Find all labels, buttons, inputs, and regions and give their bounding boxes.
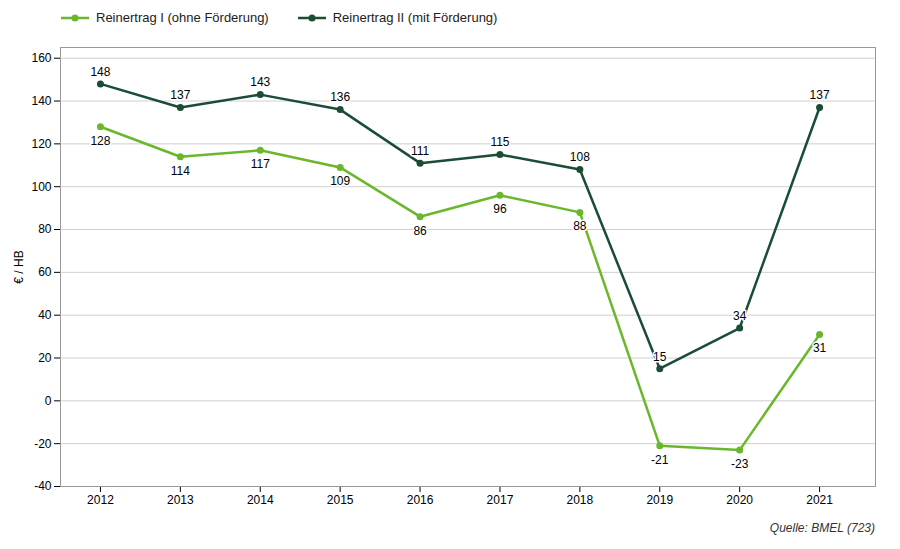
svg-text:-21: -21	[651, 453, 669, 467]
svg-text:2018: 2018	[567, 493, 594, 507]
html-text:Reinertrag II (mit Förderung): Reinertrag II (mit Förderung)	[332, 10, 498, 25]
svg-text:111: 111	[411, 144, 430, 158]
html-text:Quelle: BMEL (723): Quelle: BMEL (723)	[769, 521, 875, 535]
svg-text:-20: -20	[34, 437, 52, 451]
svg-text:117: 117	[251, 157, 270, 171]
svg-text:2012: 2012	[87, 493, 114, 507]
svg-text:148: 148	[90, 65, 110, 79]
svg-text:140: 140	[31, 94, 51, 108]
svg-text:128: 128	[90, 134, 110, 148]
svg-text:137: 137	[810, 88, 830, 102]
svg-text:143: 143	[250, 75, 270, 89]
svg-text:2019: 2019	[646, 493, 673, 507]
svg-text:20: 20	[38, 351, 52, 365]
svg-text:109: 109	[330, 174, 350, 188]
svg-text:15: 15	[653, 350, 667, 364]
svg-text:2013: 2013	[167, 493, 194, 507]
svg-text:60: 60	[38, 265, 52, 279]
svg-text:40: 40	[38, 308, 52, 322]
svg-text:€ / HB: € / HB	[12, 250, 26, 283]
svg-text:2021: 2021	[806, 493, 833, 507]
svg-text:160: 160	[31, 51, 51, 65]
svg-text:0: 0	[45, 394, 52, 408]
svg-text:114: 114	[171, 164, 190, 178]
svg-text:100: 100	[31, 180, 51, 194]
svg-text:-40: -40	[34, 479, 52, 493]
svg-text:2017: 2017	[487, 493, 514, 507]
html-text:Reinertrag I (ohne Förderung): Reinertrag I (ohne Förderung)	[96, 10, 269, 25]
svg-text:2015: 2015	[327, 493, 354, 507]
svg-text:80: 80	[38, 222, 52, 236]
svg-text:108: 108	[570, 150, 590, 164]
svg-text:115: 115	[490, 135, 509, 149]
svg-text:-23: -23	[731, 457, 749, 471]
svg-text:120: 120	[31, 137, 51, 151]
svg-text:31: 31	[813, 341, 827, 355]
svg-text:96: 96	[493, 202, 507, 216]
svg-text:88: 88	[573, 219, 587, 233]
svg-text:136: 136	[330, 90, 350, 104]
svg-text:2020: 2020	[726, 493, 753, 507]
svg-text:86: 86	[413, 224, 427, 238]
svg-text:2014: 2014	[247, 493, 274, 507]
svg-text:2016: 2016	[407, 493, 434, 507]
svg-text:137: 137	[170, 88, 190, 102]
svg-text:34: 34	[733, 309, 747, 323]
